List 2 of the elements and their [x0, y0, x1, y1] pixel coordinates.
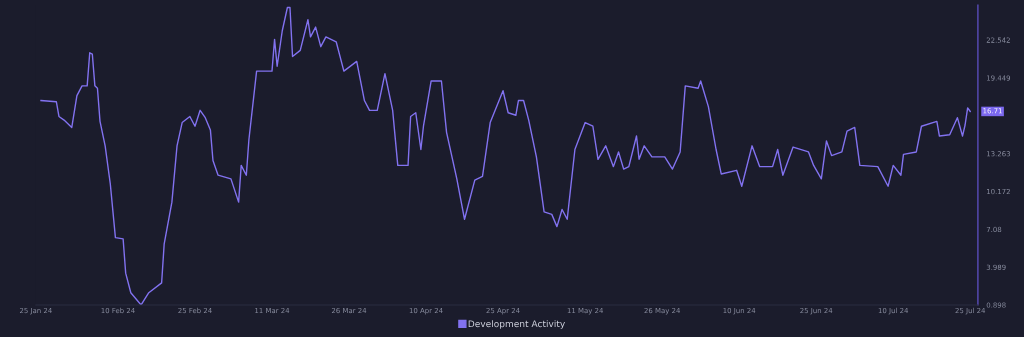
legend-label: Development Activity — [468, 320, 565, 329]
line-series — [40, 6, 971, 305]
